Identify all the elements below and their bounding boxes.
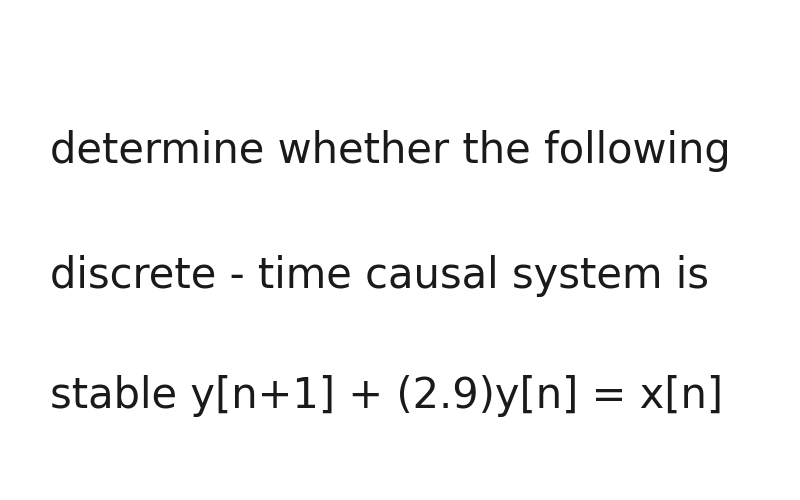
Text: discrete - time causal system is: discrete - time causal system is <box>50 255 709 297</box>
Text: determine whether the following: determine whether the following <box>50 130 730 172</box>
Text: stable y[n+1] + (2.9)y[n] = x[n]: stable y[n+1] + (2.9)y[n] = x[n] <box>50 375 723 417</box>
